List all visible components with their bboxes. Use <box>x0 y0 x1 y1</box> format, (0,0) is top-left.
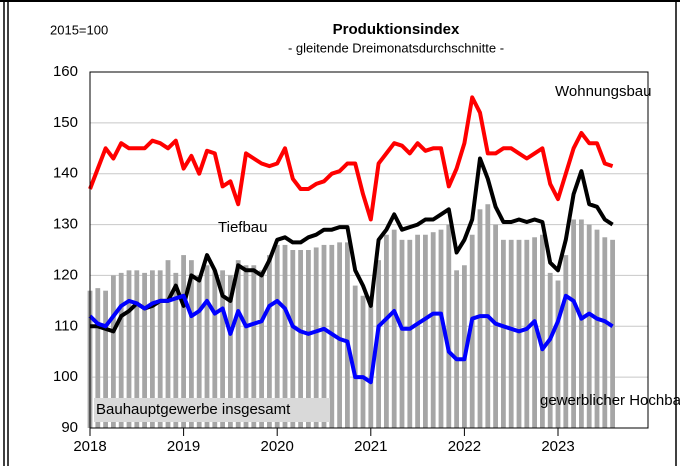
bar <box>126 270 132 428</box>
series-line <box>90 156 614 334</box>
bar <box>290 250 296 428</box>
series-label: Bauhauptgewerbe insgesamt <box>96 401 291 418</box>
bar <box>602 237 608 428</box>
bar <box>493 224 498 428</box>
y-tick-label: 100 <box>53 368 78 385</box>
bar <box>118 272 124 428</box>
bar <box>547 272 553 428</box>
bar <box>243 265 249 428</box>
bar <box>423 234 428 428</box>
bar <box>586 224 592 428</box>
bar <box>594 229 600 428</box>
series-label: gewerblicher Hochbau <box>540 392 680 409</box>
bar <box>415 234 420 428</box>
bar <box>438 229 444 428</box>
y-tick-label: 140 <box>53 165 78 182</box>
x-tick-label: 2020 <box>261 438 294 455</box>
bar <box>150 270 155 428</box>
bar <box>430 232 436 428</box>
bar <box>173 272 179 428</box>
series-line <box>88 95 614 222</box>
y-tick-label: 130 <box>53 216 78 233</box>
y-tick-label: 90 <box>61 419 78 436</box>
bar <box>189 260 194 428</box>
bar <box>212 270 218 428</box>
bar <box>368 295 374 428</box>
bar <box>345 242 350 428</box>
plot-frame <box>89 71 649 429</box>
series-label: Wohnungsbau <box>555 83 651 100</box>
bar <box>329 244 335 428</box>
y-tick-label: 160 <box>53 63 78 80</box>
bar <box>196 275 202 428</box>
bar <box>103 290 108 428</box>
bar <box>306 250 311 428</box>
bar <box>376 260 381 428</box>
bar <box>477 209 483 428</box>
bar <box>579 219 584 428</box>
y-tick-label: 110 <box>54 317 78 334</box>
bar <box>282 244 288 428</box>
bar <box>384 234 389 428</box>
label-box <box>94 398 330 422</box>
x-tick-label: 2021 <box>354 438 387 455</box>
bar <box>134 270 140 428</box>
series-line <box>88 293 614 385</box>
x-tick-label: 2022 <box>448 438 481 455</box>
bar <box>540 234 545 428</box>
bar <box>462 265 467 428</box>
bar <box>610 239 615 428</box>
bar <box>407 239 413 428</box>
bar <box>571 219 576 428</box>
x-tick-label: 2023 <box>541 438 574 455</box>
bar <box>469 234 475 428</box>
bar <box>337 242 342 428</box>
y-tick-label: 120 <box>53 266 78 283</box>
bar <box>165 260 171 428</box>
bar <box>321 244 327 428</box>
bar <box>259 270 264 428</box>
bar <box>220 270 225 428</box>
bar <box>235 260 241 428</box>
chart-subtitle: - gleitende Dreimonatsdurchschnitte - <box>288 40 504 55</box>
bar <box>516 239 522 428</box>
bar <box>399 239 405 428</box>
bar <box>501 239 506 428</box>
y-tick-label: 150 <box>53 114 78 131</box>
x-tick-label: 2019 <box>167 438 200 455</box>
bar <box>563 255 569 428</box>
bar <box>352 285 358 428</box>
bar <box>313 247 319 428</box>
series-label: Tiefbau <box>218 219 267 236</box>
bar <box>360 295 366 428</box>
bar <box>555 280 561 428</box>
bar <box>446 224 452 428</box>
bar <box>532 237 537 428</box>
bar <box>274 244 280 428</box>
chart-title: Produktionsindex <box>333 21 460 38</box>
bar <box>267 255 272 428</box>
bar <box>524 239 530 428</box>
bar <box>181 255 186 428</box>
bar <box>391 229 397 428</box>
bar <box>157 270 163 428</box>
bar <box>228 275 233 428</box>
bar <box>95 288 101 428</box>
bar <box>142 272 147 428</box>
x-tick-label: 2018 <box>73 438 106 455</box>
bar <box>251 265 257 428</box>
bar <box>454 270 459 428</box>
bar <box>111 275 116 428</box>
unit-label: 2015=100 <box>50 22 108 37</box>
bar <box>204 265 210 428</box>
bar <box>508 239 514 428</box>
bar <box>298 250 303 428</box>
